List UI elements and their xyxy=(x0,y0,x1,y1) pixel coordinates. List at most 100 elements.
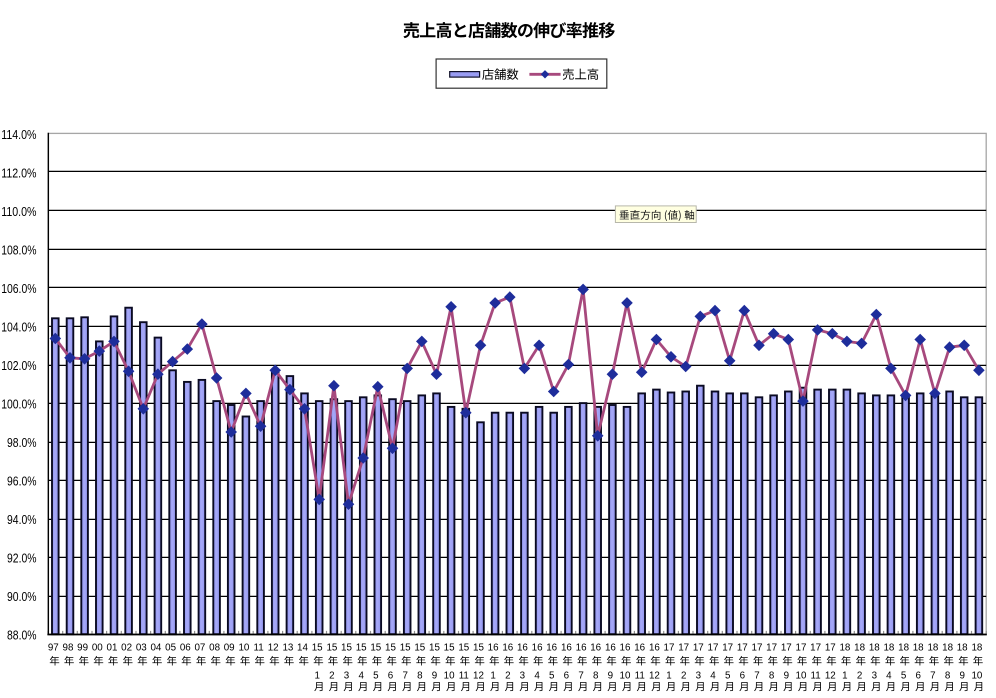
svg-text:16: 16 xyxy=(488,642,499,653)
svg-text:16: 16 xyxy=(532,642,543,653)
svg-text:08: 08 xyxy=(209,642,220,653)
svg-text:16: 16 xyxy=(546,642,557,653)
svg-text:17: 17 xyxy=(664,642,675,653)
svg-text:15: 15 xyxy=(458,642,469,653)
svg-text:16: 16 xyxy=(517,642,528,653)
svg-text:00: 00 xyxy=(92,642,103,653)
svg-text:92.0%: 92.0% xyxy=(7,551,37,566)
svg-text:18: 18 xyxy=(971,642,982,653)
svg-text:9: 9 xyxy=(959,671,964,682)
svg-text:10: 10 xyxy=(971,671,982,682)
svg-text:7: 7 xyxy=(402,671,407,682)
svg-text:17: 17 xyxy=(693,642,704,653)
svg-text:106.0%: 106.0% xyxy=(1,281,37,296)
svg-text:12: 12 xyxy=(649,671,660,682)
svg-text:11: 11 xyxy=(254,642,264,653)
svg-text:8: 8 xyxy=(769,671,775,682)
svg-text:09: 09 xyxy=(224,642,235,653)
svg-text:9: 9 xyxy=(608,671,613,682)
svg-text:98.0%: 98.0% xyxy=(7,435,37,450)
svg-text:4: 4 xyxy=(710,671,716,682)
svg-text:7: 7 xyxy=(754,671,759,682)
svg-text:18: 18 xyxy=(883,642,894,653)
svg-text:1: 1 xyxy=(314,671,319,682)
svg-text:102.0%: 102.0% xyxy=(1,358,37,373)
svg-text:14: 14 xyxy=(297,642,308,653)
svg-text:3: 3 xyxy=(344,671,350,682)
svg-text:10: 10 xyxy=(238,642,249,653)
svg-text:15: 15 xyxy=(341,642,352,653)
svg-text:15: 15 xyxy=(400,642,411,653)
svg-text:99: 99 xyxy=(77,642,88,653)
svg-text:04: 04 xyxy=(150,642,161,653)
svg-text:15: 15 xyxy=(414,642,425,653)
svg-text:18: 18 xyxy=(839,642,850,653)
svg-text:12: 12 xyxy=(473,671,484,682)
svg-text:112.0%: 112.0% xyxy=(1,165,37,180)
svg-text:15: 15 xyxy=(312,642,323,653)
svg-text:18: 18 xyxy=(957,642,968,653)
svg-text:6: 6 xyxy=(564,671,570,682)
svg-text:90.0%: 90.0% xyxy=(7,589,37,604)
svg-text:15: 15 xyxy=(429,642,440,653)
svg-text:16: 16 xyxy=(502,642,513,653)
svg-text:6: 6 xyxy=(388,671,394,682)
svg-text:18: 18 xyxy=(898,642,909,653)
svg-text:11: 11 xyxy=(811,671,821,682)
svg-text:3: 3 xyxy=(872,671,878,682)
svg-text:6: 6 xyxy=(740,671,746,682)
svg-text:16: 16 xyxy=(590,642,601,653)
svg-text:4: 4 xyxy=(534,671,540,682)
svg-text:03: 03 xyxy=(136,642,147,653)
svg-text:2: 2 xyxy=(857,671,862,682)
svg-text:2: 2 xyxy=(505,671,510,682)
svg-text:18: 18 xyxy=(913,642,924,653)
svg-text:5: 5 xyxy=(549,671,555,682)
svg-text:17: 17 xyxy=(766,642,777,653)
svg-text:15: 15 xyxy=(444,642,455,653)
svg-text:12: 12 xyxy=(825,671,836,682)
svg-text:1: 1 xyxy=(490,671,495,682)
svg-text:18: 18 xyxy=(854,642,865,653)
svg-text:1: 1 xyxy=(842,671,847,682)
svg-text:16: 16 xyxy=(605,642,616,653)
svg-text:5: 5 xyxy=(901,671,907,682)
svg-text:114.0%: 114.0% xyxy=(1,127,37,142)
svg-text:2: 2 xyxy=(329,671,334,682)
svg-text:17: 17 xyxy=(781,642,792,653)
svg-text:3: 3 xyxy=(520,671,526,682)
svg-text:17: 17 xyxy=(737,642,748,653)
svg-text:16: 16 xyxy=(649,642,660,653)
svg-text:88.0%: 88.0% xyxy=(7,628,37,643)
svg-text:05: 05 xyxy=(165,642,176,653)
svg-text:10: 10 xyxy=(620,671,631,682)
svg-text:06: 06 xyxy=(180,642,191,653)
svg-text:18: 18 xyxy=(927,642,938,653)
svg-text:16: 16 xyxy=(561,642,572,653)
svg-text:4: 4 xyxy=(358,671,364,682)
svg-text:94.0%: 94.0% xyxy=(7,512,37,527)
svg-text:8: 8 xyxy=(593,671,599,682)
svg-text:15: 15 xyxy=(385,642,396,653)
svg-text:104.0%: 104.0% xyxy=(1,319,37,334)
svg-text:11: 11 xyxy=(635,671,645,682)
svg-text:17: 17 xyxy=(810,642,821,653)
svg-text:2: 2 xyxy=(681,671,686,682)
svg-text:11: 11 xyxy=(459,671,469,682)
svg-text:97: 97 xyxy=(48,642,59,653)
svg-text:10: 10 xyxy=(444,671,455,682)
svg-text:17: 17 xyxy=(708,642,719,653)
svg-text:16: 16 xyxy=(576,642,587,653)
svg-text:13: 13 xyxy=(282,642,293,653)
svg-text:18: 18 xyxy=(942,642,953,653)
svg-text:07: 07 xyxy=(194,642,205,653)
svg-text:7: 7 xyxy=(930,671,935,682)
svg-text:1: 1 xyxy=(666,671,671,682)
svg-text:17: 17 xyxy=(722,642,733,653)
svg-text:16: 16 xyxy=(620,642,631,653)
svg-text:96.0%: 96.0% xyxy=(7,474,37,489)
svg-text:18: 18 xyxy=(869,642,880,653)
svg-text:9: 9 xyxy=(784,671,789,682)
svg-text:12: 12 xyxy=(268,642,279,653)
svg-text:15: 15 xyxy=(326,642,337,653)
